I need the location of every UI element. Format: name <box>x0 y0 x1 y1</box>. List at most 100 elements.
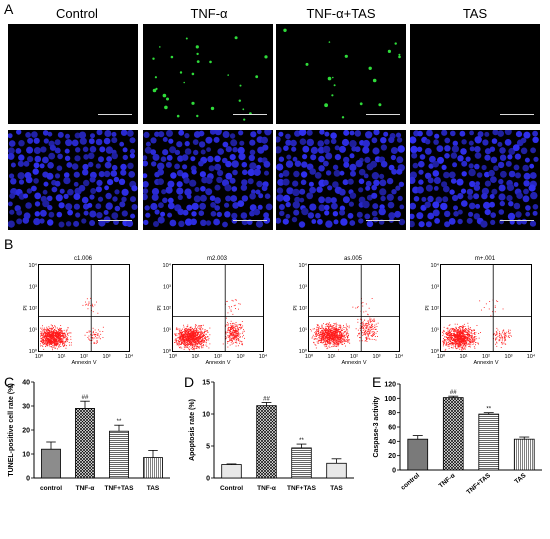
y-tick-label: 10⁰ <box>163 348 172 355</box>
category-label: TNF+TAS <box>105 485 135 492</box>
y-tick-label: 10³ <box>299 285 307 291</box>
x-tick-label: 10⁴ <box>259 353 268 360</box>
significance-label: ## <box>450 390 457 396</box>
y-tick-label: 10¹ <box>29 328 37 334</box>
category-label: TAS <box>513 472 528 486</box>
y-tick-label: 10⁴ <box>29 262 38 269</box>
y-axis-label: PI <box>23 305 29 311</box>
scale-bar <box>500 220 534 221</box>
x-tick-label: 10⁰ <box>35 353 44 360</box>
y-tick-label: 10 <box>22 452 30 459</box>
bar <box>143 457 163 479</box>
y-tick-label: 10 <box>202 412 210 419</box>
bar <box>326 462 347 479</box>
y-tick-label: 10² <box>431 306 439 312</box>
scale-bar <box>98 114 132 115</box>
category-label: TNF-α <box>438 472 457 489</box>
y-tick-label: 40 <box>22 380 30 387</box>
y-axis-label: PI <box>293 305 299 311</box>
category-label: TNF+TAS <box>287 485 317 492</box>
x-tick-label: 10⁴ <box>527 353 536 360</box>
flow-plot: 10⁰ 10¹ 10² 10³ 10⁴ 10⁰ 10¹ 10² 10³ 10⁴ Annexin V P… <box>425 262 536 366</box>
significance-label: ** <box>299 438 304 444</box>
flow-plot-title: m2.003 <box>206 256 227 262</box>
column-header-tas: TAS <box>462 6 488 21</box>
y-tick-label: 0 <box>26 476 30 483</box>
x-axis-label: Annexin V <box>205 360 230 366</box>
y-axis-label: Caspase-3 activity <box>373 396 380 457</box>
bar-chart-apoptosis: 0 5 10 15 Apoptosis rate (%) Control ## TNF-α **… <box>189 380 354 492</box>
category-label: control <box>40 485 62 492</box>
y-tick-label: 10¹ <box>163 328 171 334</box>
y-tick-label: 10¹ <box>431 328 439 334</box>
y-tick-label: 10⁴ <box>431 262 440 269</box>
flow-plot: 10⁰ 10¹ 10² 10³ 10⁴ 10⁰ 10¹ 10² 10³ 10⁴ Annexin V P… <box>293 262 404 366</box>
x-tick-label: 10¹ <box>328 354 336 360</box>
scale-bar <box>233 114 267 115</box>
column-header-tnf: TNF-α <box>190 6 228 21</box>
category-label: Control <box>220 485 243 492</box>
y-tick-label: 30 <box>22 404 30 411</box>
micrograph-blue-1 <box>8 130 138 230</box>
column-header-tnf-tas: TNF-α+TAS <box>306 6 376 21</box>
x-tick-label: 10² <box>214 354 222 360</box>
x-tick-label: 10⁰ <box>169 353 178 360</box>
x-tick-label: 10² <box>482 354 490 360</box>
y-tick-label: 10⁰ <box>299 348 308 355</box>
panel-letter-b: B <box>4 236 14 252</box>
x-tick-label: 10³ <box>505 354 513 360</box>
scale-bar <box>500 114 534 115</box>
bar <box>291 447 312 479</box>
micrograph-green-4 <box>410 24 540 124</box>
y-tick-label: 10¹ <box>299 328 307 334</box>
category-label: TNF-α <box>257 485 276 492</box>
y-tick-label: 120 <box>384 382 396 389</box>
flow-plot-title: c1.006 <box>73 256 92 262</box>
significance-label: ## <box>263 396 270 402</box>
flow-plot-title: as.005 <box>343 256 362 262</box>
micrograph-blue-2 <box>143 130 273 230</box>
significance-label: ## <box>82 395 89 401</box>
scale-bar <box>366 220 400 221</box>
panel-letter-c: C <box>4 374 15 390</box>
x-tick-label: 10⁰ <box>305 353 314 360</box>
micrograph-green-3 <box>276 24 406 124</box>
category-label: control <box>400 472 422 492</box>
micrograph-green-2 <box>143 24 273 124</box>
x-tick-label: 10¹ <box>58 354 66 360</box>
panel-letter-a: A <box>4 1 14 17</box>
bar-chart-tunel: 0 10 20 30 40 TUNEL-positive cell rate (%) con… <box>8 380 170 492</box>
y-axis-label: TUNEL-positive cell rate (%) <box>8 383 15 476</box>
y-tick-label: 80 <box>388 410 396 417</box>
y-tick-label: 60 <box>388 425 396 432</box>
y-tick-label: 0 <box>392 468 396 475</box>
x-tick-label: 10¹ <box>460 354 468 360</box>
flow-plot-title: m+.001 <box>474 256 496 262</box>
x-tick-label: 10⁴ <box>125 353 134 360</box>
micrograph-blue-3 <box>276 130 406 230</box>
y-tick-label: 10² <box>29 306 37 312</box>
bar <box>109 430 129 479</box>
scale-bar <box>233 220 267 221</box>
y-tick-label: 10⁴ <box>299 262 308 269</box>
micrograph-blue-4 <box>410 130 540 230</box>
y-axis-label: PI <box>157 305 163 311</box>
x-axis-label: Annexin V <box>341 360 366 366</box>
y-tick-label: 5 <box>206 444 210 451</box>
x-tick-label: 10³ <box>103 354 111 360</box>
x-tick-label: 10² <box>80 354 88 360</box>
micrograph-green-1 <box>8 24 138 124</box>
category-label: TAS <box>330 485 343 492</box>
flow-plot: 10⁰ 10¹ 10² 10³ 10⁴ 10⁰ 10¹ 10² 10³ 10⁴ Annexin V P… <box>157 262 268 366</box>
y-tick-label: 20 <box>22 428 30 435</box>
y-axis-label: Apoptosis rate (%) <box>189 399 196 461</box>
x-axis-label: Annexin V <box>473 360 498 366</box>
y-tick-label: 15 <box>202 380 210 387</box>
y-tick-label: 0 <box>206 476 210 483</box>
y-tick-label: 10⁰ <box>431 348 440 355</box>
x-tick-label: 10⁴ <box>395 353 404 360</box>
scale-bar <box>98 220 132 221</box>
panel-letter-d: D <box>184 374 195 390</box>
x-axis-label: Annexin V <box>71 360 96 366</box>
bar <box>221 464 242 479</box>
